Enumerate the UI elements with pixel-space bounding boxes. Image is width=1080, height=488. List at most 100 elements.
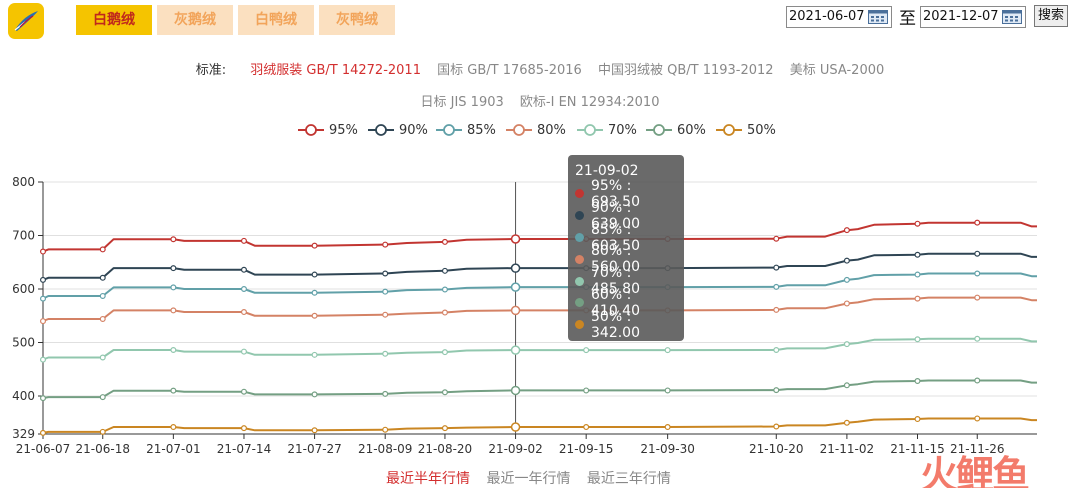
- data-point[interactable]: [240, 348, 247, 355]
- data-point[interactable]: [99, 246, 106, 253]
- data-point[interactable]: [170, 265, 177, 272]
- data-point[interactable]: [99, 428, 106, 435]
- end-date-input[interactable]: 2021-12-07: [920, 6, 1026, 28]
- data-point[interactable]: [914, 220, 921, 227]
- data-point[interactable]: [39, 276, 46, 283]
- data-point[interactable]: [773, 283, 780, 290]
- data-point[interactable]: [170, 236, 177, 243]
- data-point[interactable]: [99, 354, 106, 361]
- data-point[interactable]: [311, 312, 318, 319]
- data-point[interactable]: [510, 305, 521, 316]
- data-point[interactable]: [843, 419, 850, 426]
- data-point[interactable]: [39, 429, 46, 436]
- search-button[interactable]: 搜索: [1034, 5, 1068, 27]
- standard-usa-2000[interactable]: 美标 USA-2000: [789, 63, 885, 78]
- data-point[interactable]: [974, 219, 981, 226]
- data-point[interactable]: [510, 234, 521, 244]
- data-point[interactable]: [914, 416, 921, 423]
- data-point[interactable]: [39, 395, 46, 402]
- data-point[interactable]: [99, 315, 106, 322]
- period-half-year[interactable]: 最近半年行情: [386, 471, 470, 487]
- data-point[interactable]: [382, 311, 389, 318]
- data-point[interactable]: [510, 263, 521, 273]
- data-point[interactable]: [240, 237, 247, 244]
- data-point[interactable]: [382, 390, 389, 397]
- data-point[interactable]: [773, 387, 780, 394]
- data-point[interactable]: [914, 295, 921, 302]
- data-point[interactable]: [843, 276, 850, 283]
- data-point[interactable]: [773, 306, 780, 313]
- data-point[interactable]: [382, 426, 389, 433]
- data-point[interactable]: [39, 318, 46, 325]
- data-point[interactable]: [170, 387, 177, 394]
- data-point[interactable]: [441, 349, 448, 356]
- data-point[interactable]: [382, 241, 389, 248]
- data-point[interactable]: [510, 345, 521, 355]
- data-point[interactable]: [914, 271, 921, 278]
- data-point[interactable]: [914, 378, 921, 385]
- standard-gbt-14272[interactable]: 羽绒服装 GB/T 14272-2011: [250, 63, 421, 78]
- data-point[interactable]: [240, 309, 247, 316]
- data-point[interactable]: [39, 356, 46, 363]
- data-point[interactable]: [914, 251, 921, 258]
- data-point[interactable]: [240, 266, 247, 273]
- data-point[interactable]: [583, 387, 590, 394]
- data-point[interactable]: [441, 238, 448, 245]
- data-point[interactable]: [914, 336, 921, 343]
- data-point[interactable]: [773, 264, 780, 271]
- data-point[interactable]: [974, 294, 981, 301]
- data-point[interactable]: [382, 288, 389, 295]
- data-point[interactable]: [773, 347, 780, 354]
- standard-jis-1903[interactable]: 日标 JIS 1903: [420, 95, 504, 110]
- legend-item-95-pct[interactable]: 95%: [298, 120, 358, 140]
- data-point[interactable]: [510, 422, 521, 432]
- data-point[interactable]: [311, 289, 318, 296]
- calendar-icon[interactable]: [868, 10, 888, 24]
- data-point[interactable]: [843, 227, 850, 234]
- data-point[interactable]: [843, 257, 850, 264]
- data-point[interactable]: [583, 424, 590, 431]
- calendar-icon[interactable]: [1002, 10, 1022, 24]
- data-point[interactable]: [664, 424, 671, 431]
- data-point[interactable]: [974, 335, 981, 342]
- data-point[interactable]: [974, 270, 981, 277]
- tab-grey-duck[interactable]: 灰鸭绒: [319, 5, 395, 35]
- data-point[interactable]: [170, 424, 177, 431]
- data-point[interactable]: [441, 389, 448, 396]
- data-point[interactable]: [664, 387, 671, 394]
- data-point[interactable]: [974, 377, 981, 384]
- period-one-year[interactable]: 最近一年行情: [486, 471, 571, 487]
- data-point[interactable]: [843, 382, 850, 389]
- data-point[interactable]: [99, 394, 106, 401]
- data-point[interactable]: [99, 292, 106, 299]
- data-point[interactable]: [39, 295, 46, 302]
- standard-en-12934[interactable]: 欧标-I EN 12934:2010: [519, 95, 660, 110]
- data-point[interactable]: [441, 286, 448, 293]
- data-point[interactable]: [773, 423, 780, 430]
- period-three-years[interactable]: 最近三年行情: [586, 471, 671, 487]
- legend-item-80-pct[interactable]: 80%: [506, 120, 566, 140]
- data-point[interactable]: [843, 341, 850, 348]
- data-point[interactable]: [311, 427, 318, 434]
- data-point[interactable]: [240, 425, 247, 432]
- tab-grey-goose[interactable]: 灰鹅绒: [157, 5, 233, 35]
- data-point[interactable]: [843, 300, 850, 307]
- data-point[interactable]: [311, 351, 318, 358]
- standard-gbt-17685[interactable]: 国标 GB/T 17685-2016: [437, 63, 582, 78]
- data-point[interactable]: [441, 425, 448, 432]
- data-point[interactable]: [382, 270, 389, 277]
- data-point[interactable]: [39, 248, 46, 255]
- data-point[interactable]: [99, 274, 106, 281]
- data-point[interactable]: [583, 347, 590, 354]
- data-point[interactable]: [441, 309, 448, 316]
- data-point[interactable]: [170, 347, 177, 354]
- data-point[interactable]: [170, 307, 177, 314]
- legend-item-60-pct[interactable]: 60%: [646, 120, 706, 140]
- data-point[interactable]: [311, 271, 318, 278]
- data-point[interactable]: [773, 235, 780, 242]
- data-point[interactable]: [170, 284, 177, 291]
- data-point[interactable]: [311, 242, 318, 249]
- data-point[interactable]: [311, 391, 318, 398]
- data-point[interactable]: [974, 250, 981, 257]
- data-point[interactable]: [382, 350, 389, 357]
